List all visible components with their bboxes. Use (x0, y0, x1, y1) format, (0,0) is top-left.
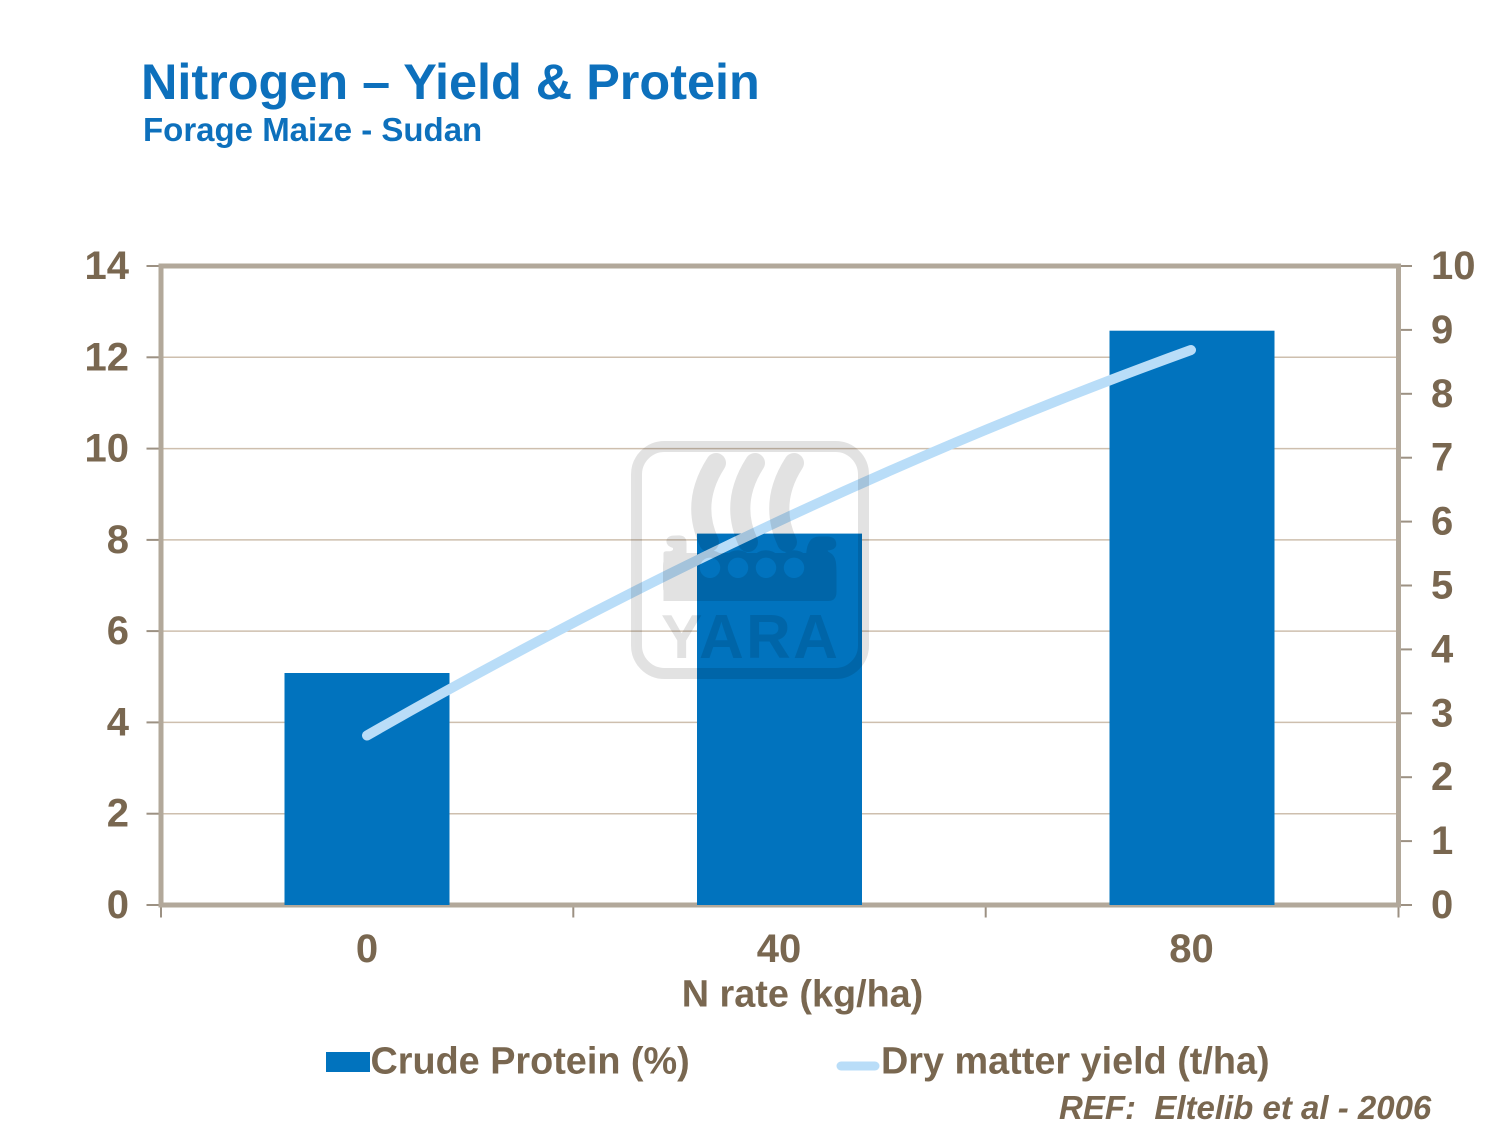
svg-text:2: 2 (1431, 755, 1453, 799)
svg-text:10: 10 (85, 427, 130, 471)
svg-text:3: 3 (1431, 691, 1453, 735)
svg-text:1: 1 (1431, 819, 1453, 863)
svg-text:4: 4 (1431, 627, 1454, 671)
svg-text:Forage Maize - Sudan: Forage Maize - Sudan (143, 111, 482, 148)
svg-text:8: 8 (107, 518, 129, 562)
svg-text:12: 12 (85, 335, 130, 379)
svg-text:0: 0 (356, 927, 378, 971)
svg-text:N rate (kg/ha): N rate (kg/ha) (682, 974, 924, 1016)
svg-text:2: 2 (107, 792, 129, 836)
svg-text:Crude Protein (%): Crude Protein (%) (371, 1041, 690, 1083)
svg-text:Dry matter yield (t/ha): Dry matter yield (t/ha) (881, 1041, 1270, 1083)
svg-text:10: 10 (1431, 244, 1476, 288)
svg-text:9: 9 (1431, 308, 1453, 352)
svg-text:YARA: YARA (661, 603, 840, 672)
svg-text:REF: Eltelib et al - 2006: REF: Eltelib et al - 2006 (1059, 1089, 1432, 1125)
svg-text:40: 40 (757, 927, 802, 971)
svg-text:0: 0 (107, 883, 129, 927)
svg-text:Nitrogen – Yield & Protein: Nitrogen – Yield & Protein (141, 53, 760, 110)
svg-text:6: 6 (107, 609, 129, 653)
svg-text:0: 0 (1431, 883, 1453, 927)
svg-text:80: 80 (1169, 927, 1214, 971)
svg-text:5: 5 (1431, 564, 1453, 608)
svg-text:8: 8 (1431, 372, 1453, 416)
svg-text:6: 6 (1431, 500, 1453, 544)
svg-text:7: 7 (1431, 436, 1453, 480)
svg-text:4: 4 (107, 700, 130, 744)
svg-text:14: 14 (85, 244, 130, 288)
